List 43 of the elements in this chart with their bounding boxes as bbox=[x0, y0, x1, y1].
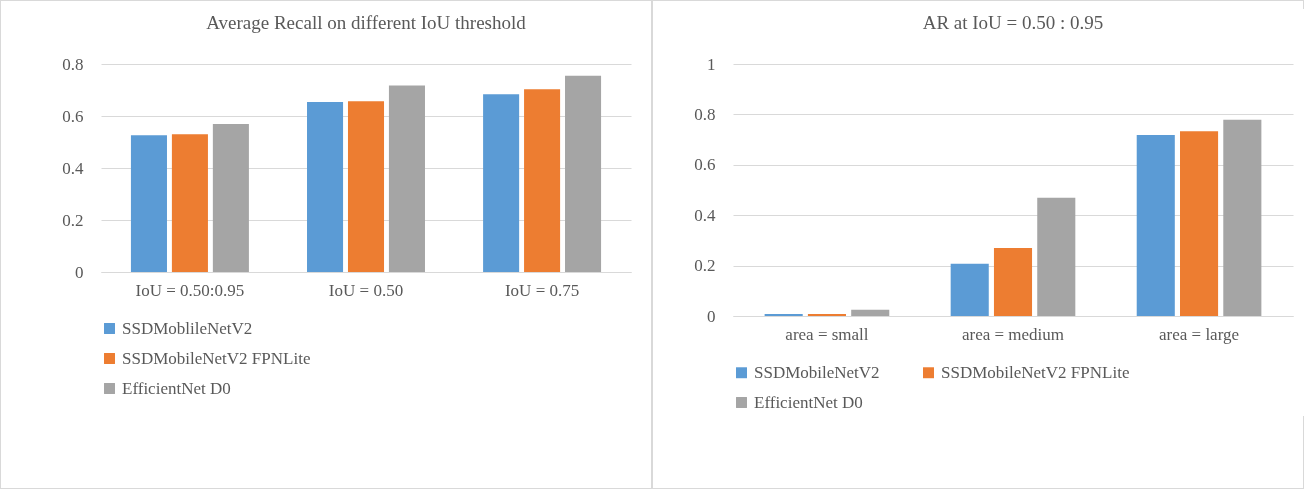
bar bbox=[524, 89, 561, 272]
y-tick-label: 0.8 bbox=[694, 104, 716, 124]
bar bbox=[565, 75, 602, 272]
y-tick-label: 0.2 bbox=[694, 256, 716, 276]
chart-title: AR at IoU = 0.50 : 0.95 bbox=[922, 12, 1104, 33]
bar bbox=[764, 313, 803, 316]
bar bbox=[307, 101, 344, 272]
y-tick-label: 0.6 bbox=[694, 155, 716, 175]
y-tick-label: 0.4 bbox=[62, 158, 84, 178]
y-tick-label: 0.6 bbox=[62, 106, 84, 126]
legend-label: SSDMobileNetV2 FPNLite bbox=[941, 362, 1130, 382]
x-tick-label: IoU = 0.50 bbox=[328, 280, 404, 300]
y-tick-label: 1 bbox=[707, 54, 716, 74]
legend-label: SSDMoblileNetV2 bbox=[122, 318, 253, 338]
bar bbox=[1037, 197, 1076, 316]
bar bbox=[993, 247, 1033, 316]
legend-label: SSDMobileNetV2 bbox=[754, 362, 880, 382]
x-tick-label: IoU = 0.75 bbox=[504, 280, 580, 300]
y-tick-label: 0 bbox=[75, 262, 84, 282]
bar bbox=[171, 134, 208, 272]
x-tick-label: IoU = 0.50:0.95 bbox=[135, 280, 245, 300]
y-tick-label: 0.4 bbox=[694, 205, 716, 225]
bar bbox=[388, 85, 425, 272]
bar bbox=[807, 313, 846, 316]
bar bbox=[483, 94, 520, 272]
x-tick-label: area = small bbox=[785, 324, 869, 344]
y-tick-label: 0.2 bbox=[62, 210, 84, 230]
bar bbox=[130, 135, 167, 272]
bar bbox=[212, 124, 249, 272]
legend-label: SSDMobileNetV2 FPNLite bbox=[122, 348, 311, 368]
bar bbox=[347, 101, 385, 272]
legend-label: EfficientNet D0 bbox=[754, 392, 863, 412]
y-tick-label: 0 bbox=[707, 306, 716, 326]
legend-label: EfficientNet D0 bbox=[122, 378, 231, 398]
x-tick-label: area = medium bbox=[961, 324, 1065, 344]
bar bbox=[851, 309, 890, 316]
bar bbox=[950, 263, 989, 316]
x-tick-label: area = large bbox=[1159, 324, 1240, 344]
bar bbox=[1223, 119, 1262, 316]
chart-title: Average Recall on different IoU threshold bbox=[206, 12, 527, 33]
bar bbox=[1136, 135, 1175, 316]
bar bbox=[1180, 131, 1219, 316]
y-tick-label: 0.8 bbox=[62, 54, 84, 74]
